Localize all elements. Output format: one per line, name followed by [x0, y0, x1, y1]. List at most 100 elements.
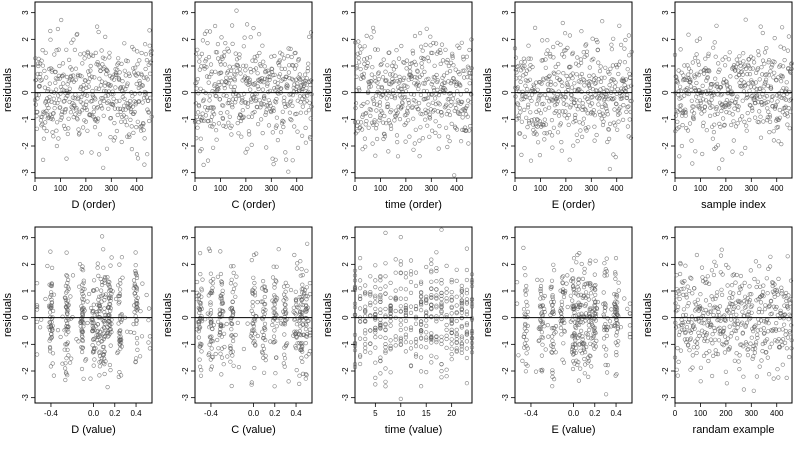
data-point: [64, 302, 70, 307]
data-point: [143, 66, 148, 72]
data-point: [114, 128, 119, 134]
data-point: [745, 95, 750, 100]
data-point: [125, 329, 130, 334]
data-point: [228, 281, 233, 286]
data-point: [739, 114, 745, 119]
data-point: [688, 367, 693, 372]
data-point: [197, 104, 202, 109]
data-point: [300, 133, 305, 138]
data-point: [408, 258, 414, 263]
data-point: [616, 71, 621, 77]
data-point: [233, 282, 238, 287]
data-point: [197, 59, 202, 64]
data-point: [607, 82, 612, 88]
data-point: [678, 88, 684, 93]
data-point: [361, 71, 367, 76]
data-point: [96, 294, 102, 299]
data-point: [128, 330, 133, 335]
data-point: [365, 100, 370, 105]
data-point: [88, 305, 94, 311]
data-point: [276, 247, 281, 252]
x-tick-label: 200: [239, 184, 253, 193]
data-point: [733, 64, 738, 69]
data-point: [136, 71, 141, 76]
data-point: [734, 74, 739, 80]
data-point: [781, 86, 786, 91]
data-point: [732, 106, 737, 111]
data-point: [147, 43, 152, 48]
data-point: [765, 355, 770, 360]
data-point: [84, 93, 90, 98]
data-point: [47, 294, 53, 300]
data-point: [365, 63, 370, 69]
data-point: [231, 65, 236, 70]
data-point: [727, 50, 732, 55]
data-point: [712, 259, 717, 264]
data-point: [568, 293, 573, 298]
data-point: [68, 316, 73, 321]
data-point: [80, 345, 85, 351]
y-tick-label: -1: [341, 340, 350, 348]
data-point: [73, 77, 78, 82]
data-point: [460, 99, 465, 105]
data-point: [468, 75, 473, 80]
data-point: [376, 70, 381, 75]
data-point: [383, 384, 388, 389]
data-point: [676, 68, 681, 73]
data-point: [308, 136, 313, 141]
data-point: [124, 123, 129, 128]
data-point: [523, 369, 529, 374]
data-point: [209, 105, 214, 110]
data-point: [772, 35, 777, 41]
data-point: [118, 109, 123, 114]
data-point: [132, 283, 137, 288]
data-point: [39, 58, 44, 63]
x-tick-label: 0.4: [610, 409, 622, 418]
data-point: [737, 353, 742, 358]
data-point: [140, 123, 145, 128]
data-point: [722, 122, 727, 127]
data-point: [779, 289, 784, 294]
data-point: [515, 64, 520, 69]
data-point: [233, 51, 238, 56]
data-point: [108, 263, 113, 268]
data-point: [362, 44, 367, 49]
data-point: [398, 296, 403, 301]
data-point: [700, 83, 705, 88]
data-point: [735, 107, 741, 113]
data-point: [589, 364, 594, 369]
data-point: [713, 54, 718, 59]
data-point: [691, 104, 696, 109]
x-tick-label: 0.4: [130, 409, 142, 418]
data-point: [578, 366, 583, 371]
data-point: [110, 89, 115, 94]
data-point: [257, 98, 262, 103]
data-point: [785, 48, 791, 53]
data-point: [696, 72, 701, 78]
data-point: [200, 111, 205, 116]
data-point: [782, 340, 788, 346]
data-point: [89, 74, 95, 79]
data-point: [433, 96, 438, 101]
data-point: [713, 337, 718, 342]
y-tick-label: 1: [501, 288, 510, 293]
data-point: [127, 73, 132, 78]
y-tick-label: 2: [501, 37, 510, 42]
data-point: [146, 340, 151, 345]
data-point: [711, 92, 716, 98]
data-point: [524, 68, 530, 73]
data-point: [91, 278, 97, 283]
data-point: [550, 145, 555, 150]
data-point: [147, 28, 152, 33]
data-point: [574, 72, 579, 77]
data-point: [264, 107, 269, 112]
data-point: [218, 110, 223, 116]
data-point: [709, 268, 715, 273]
data-point: [574, 260, 579, 265]
data-point: [120, 107, 126, 112]
data-point: [601, 344, 607, 349]
data-point: [374, 122, 379, 127]
data-point: [595, 39, 600, 45]
data-point: [464, 346, 470, 351]
data-point: [698, 365, 704, 370]
